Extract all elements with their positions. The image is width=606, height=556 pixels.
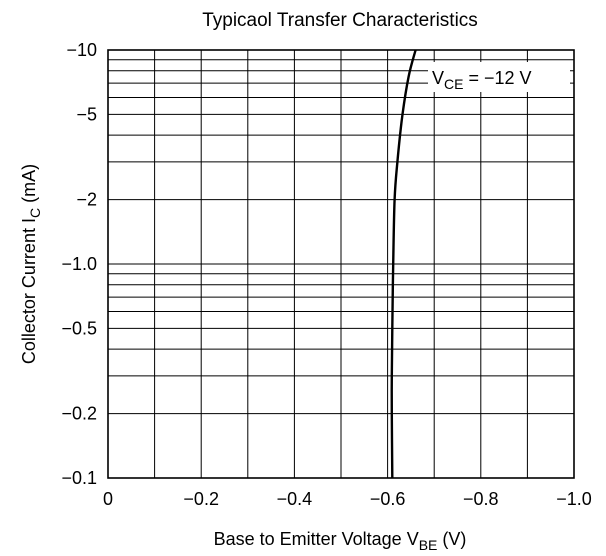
x-tick-labels: 0 −0.2 −0.4 −0.6 −0.8 −1.0	[103, 489, 592, 509]
vce-annotation: VCE = −12 V	[432, 68, 532, 92]
vce-annotation-subscript: CE	[444, 76, 463, 92]
chart-title: Typicaol Transfer Characteristics	[202, 10, 478, 31]
y-tick-label: −5	[76, 104, 97, 124]
x-tick-label: −1.0	[556, 489, 592, 509]
series-annotations: VCE = −12 V	[428, 62, 570, 92]
x-tick-label: −0.8	[463, 489, 499, 509]
y-tick-label: −2	[76, 190, 97, 210]
plot-frame	[107, 49, 575, 479]
vce-annotation-main: V	[432, 68, 444, 88]
x-tick-label: −0.6	[370, 489, 406, 509]
grid	[108, 50, 574, 478]
y-axis-label: Collector Current IC (mA)	[19, 164, 43, 364]
y-tick-label: −10	[66, 40, 97, 60]
y-tick-label: −1.0	[61, 254, 97, 274]
series-curves	[390, 49, 417, 479]
y-axis-label-subscript: C	[27, 208, 43, 218]
x-tick-label: −0.4	[277, 489, 313, 509]
x-axis-label-subscript: BE	[419, 537, 438, 553]
x-tick-label: 0	[103, 489, 113, 509]
y-tick-label: −0.5	[61, 318, 97, 338]
y-tick-label: −0.1	[61, 468, 97, 488]
y-tick-label: −0.2	[61, 404, 97, 424]
y-tick-labels: −10 −5 −2 −1.0 −0.5 −0.2 −0.1	[61, 40, 97, 488]
y-axis-label-main: Collector Current I	[19, 218, 39, 364]
series-0-curve	[390, 49, 417, 479]
vce-annotation-rest: = −12 V	[463, 68, 531, 88]
y-axis-label-unit: (mA)	[19, 164, 39, 208]
x-tick-label: −0.2	[183, 489, 219, 509]
x-axis-label: Base to Emitter Voltage VBE (V)	[214, 529, 467, 553]
x-axis-label-unit: (V)	[437, 529, 466, 549]
x-axis-label-main: Base to Emitter Voltage V	[214, 529, 419, 549]
annotation-background	[428, 62, 570, 92]
